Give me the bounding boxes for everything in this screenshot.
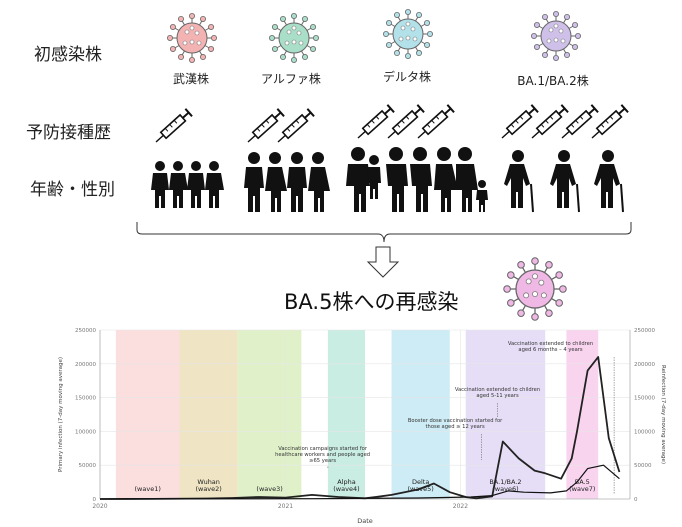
syringe-icon <box>531 104 569 139</box>
x-tick: 2021 <box>278 503 293 510</box>
variant-label-alpha: アルファ株 <box>261 72 321 86</box>
elderly-icon <box>504 150 624 213</box>
wave-name: BA.1/BA.2 <box>489 478 521 486</box>
variant-label-delta: デルタ株 <box>382 70 431 84</box>
infection-chart: 0 0 50000 50000 100000 100000 150000 150000 2000… <box>58 328 666 525</box>
row-label-vaccination: 予防接種歴 <box>26 123 111 143</box>
y-tick-left: 50000 <box>79 463 97 469</box>
row-label-infection: 初感染株 <box>34 45 102 65</box>
headline: BA.5株への再感染 <box>284 290 459 314</box>
syringe-group-2 <box>247 108 315 143</box>
series-line <box>99 464 620 500</box>
syringe-icon <box>357 104 395 139</box>
wave-band <box>566 330 599 499</box>
wave-band <box>327 330 365 499</box>
y-tick-left: 250000 <box>75 328 96 334</box>
virus-icon-wuhan <box>167 13 218 64</box>
group-bracket <box>136 222 632 243</box>
virus-icon-delta <box>383 9 434 60</box>
syringe-icon <box>591 104 629 139</box>
x-tick: 2020 <box>92 503 107 510</box>
variant-label-ba1-ba2: BA.1/BA.2株 <box>517 74 589 88</box>
virus-icon-ba5 <box>503 257 567 321</box>
wave-band <box>237 330 302 499</box>
variant-label-wuhan: 武漢株 <box>172 72 209 86</box>
y-tick-right: 0 <box>634 497 638 503</box>
syringe-icon <box>387 104 425 139</box>
adults-icon <box>244 152 330 212</box>
x-axis-label: Date <box>357 517 373 525</box>
x-tick: 2022 <box>453 503 468 510</box>
syringe-icon <box>277 108 315 143</box>
wave-band <box>115 330 180 499</box>
wave-band <box>465 330 546 499</box>
y-tick-left: 150000 <box>75 396 96 402</box>
annotation: Vaccination campaigns started for healthc… <box>275 446 370 464</box>
y-tick-right: 250000 <box>634 328 655 334</box>
y-axis-label-left: Primary infection (7-day moving average) <box>58 357 64 472</box>
y-tick-left: 100000 <box>75 429 96 435</box>
wave-band <box>391 330 450 499</box>
y-tick-right: 100000 <box>634 429 655 435</box>
syringe-group-4 <box>501 104 629 139</box>
wave-label: (wave1) <box>135 485 161 493</box>
syringe-icon <box>561 104 599 139</box>
children-icon <box>151 161 224 208</box>
wave-name: Delta <box>412 478 429 486</box>
y-tick-left: 0 <box>93 497 97 503</box>
y-tick-left: 200000 <box>75 362 96 368</box>
virus-icon-ba1-ba2 <box>531 11 582 62</box>
y-tick-right: 50000 <box>634 463 652 469</box>
wave-label: (wave7) <box>569 485 595 493</box>
virus-icon-alpha <box>269 13 320 64</box>
syringe-icon <box>247 108 285 143</box>
wave-label: (wave3) <box>256 485 282 493</box>
family-icon <box>346 147 488 212</box>
syringe-group-1 <box>155 108 193 143</box>
syringe-icon <box>417 104 455 139</box>
y-tick-right: 150000 <box>634 396 655 402</box>
wave-label: (wave4) <box>333 485 359 493</box>
down-arrow-icon <box>366 246 400 278</box>
wave-name: BA.5 <box>575 478 590 486</box>
annotation: Vaccination extended to children aged 6 m… <box>508 341 593 353</box>
wave-name: Alpha <box>337 478 355 486</box>
annotation: Booster dose vaccination started for thos… <box>408 418 503 430</box>
y-axis-label-right: Reinfection (7-day moving average) <box>660 365 666 464</box>
syringe-group-3 <box>357 104 455 139</box>
wave-name: Wuhan <box>197 478 220 486</box>
annotation: Vaccination extended to children aged 5-1… <box>455 387 540 399</box>
wave-label: (wave6) <box>492 485 518 493</box>
syringe-icon <box>155 108 193 143</box>
row-label-age-sex: 年齢・性別 <box>30 180 115 200</box>
y-tick-right: 200000 <box>634 362 655 368</box>
wave-band <box>179 330 238 499</box>
syringe-icon <box>501 104 539 139</box>
wave-label: (wave2) <box>195 485 221 493</box>
